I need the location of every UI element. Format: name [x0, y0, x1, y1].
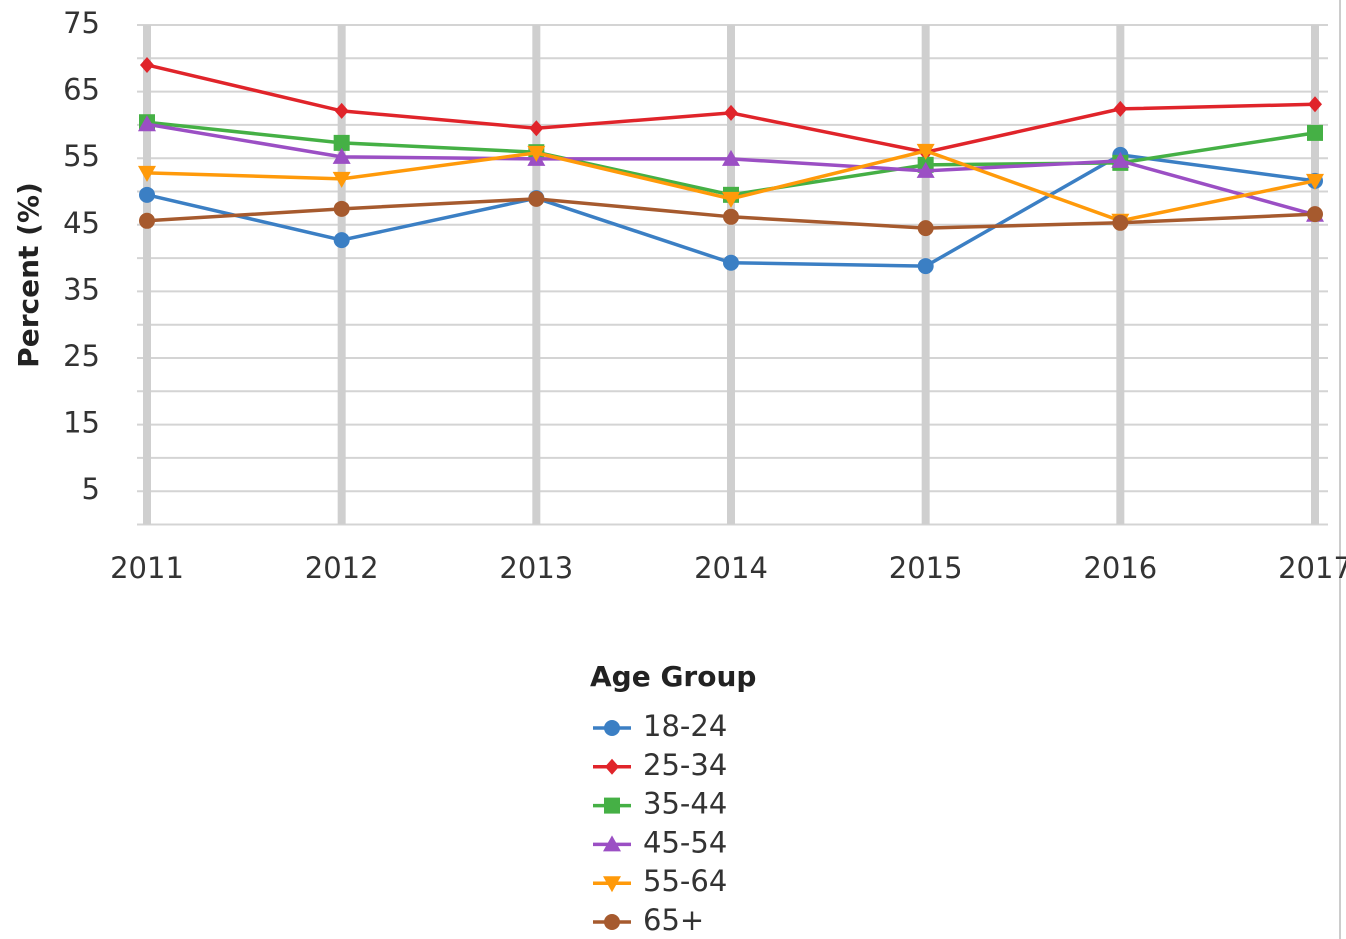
marker [333, 134, 350, 151]
marker [139, 186, 155, 203]
y-tick-label: 25 [63, 339, 100, 373]
marker [527, 145, 546, 162]
marker [1307, 124, 1323, 141]
marker [917, 258, 934, 275]
legend-label: 45-54 [643, 825, 727, 859]
marker [138, 165, 156, 182]
legend-label: 35-44 [643, 787, 727, 821]
marker [1112, 214, 1129, 231]
marker [723, 208, 739, 225]
marker [332, 147, 351, 164]
marker [604, 720, 620, 736]
marker [603, 876, 621, 893]
x-tick-label: 2016 [1083, 551, 1157, 585]
marker [333, 232, 350, 249]
marker [333, 200, 350, 217]
marker [723, 254, 739, 271]
y-axis-label: Percent (%) [12, 182, 45, 368]
marker [604, 797, 620, 814]
marker [916, 161, 935, 178]
y-tick-label: 75 [63, 6, 100, 40]
y-tick-label: 35 [63, 272, 100, 306]
marker [1307, 206, 1323, 223]
x-tick-label: 2017 [1278, 551, 1346, 585]
y-tick-label: 55 [63, 139, 100, 173]
marker [722, 149, 740, 166]
marker [140, 56, 154, 73]
marker [604, 914, 620, 930]
legend-title: Age Group [590, 660, 756, 693]
marker [916, 143, 935, 160]
marker [1308, 96, 1322, 113]
marker [1111, 151, 1130, 168]
marker [722, 191, 740, 208]
marker [528, 190, 545, 207]
x-tick-label: 2013 [499, 551, 573, 585]
x-tick-label: 2011 [110, 551, 184, 585]
y-tick-label: 15 [63, 406, 100, 440]
x-tick-label: 2015 [889, 551, 963, 585]
marker [1306, 173, 1324, 190]
marker [603, 835, 621, 852]
marker [605, 758, 619, 775]
marker [139, 212, 155, 229]
x-tick-label: 2014 [694, 551, 768, 585]
marker [332, 171, 351, 188]
x-tick-label: 2012 [305, 551, 379, 585]
legend-label: 55-64 [643, 864, 727, 898]
y-tick-label: 65 [63, 73, 100, 107]
legend-label: 65+ [643, 903, 704, 937]
marker [917, 220, 934, 237]
marker [529, 120, 544, 137]
y-tick-label: 45 [63, 206, 100, 240]
marker [1113, 100, 1128, 117]
marker [334, 102, 349, 119]
legend-label: 25-34 [643, 748, 727, 782]
marker [138, 115, 156, 132]
legend-label: 18-24 [643, 709, 727, 743]
marker [724, 104, 738, 121]
y-tick-label: 5 [82, 472, 100, 506]
